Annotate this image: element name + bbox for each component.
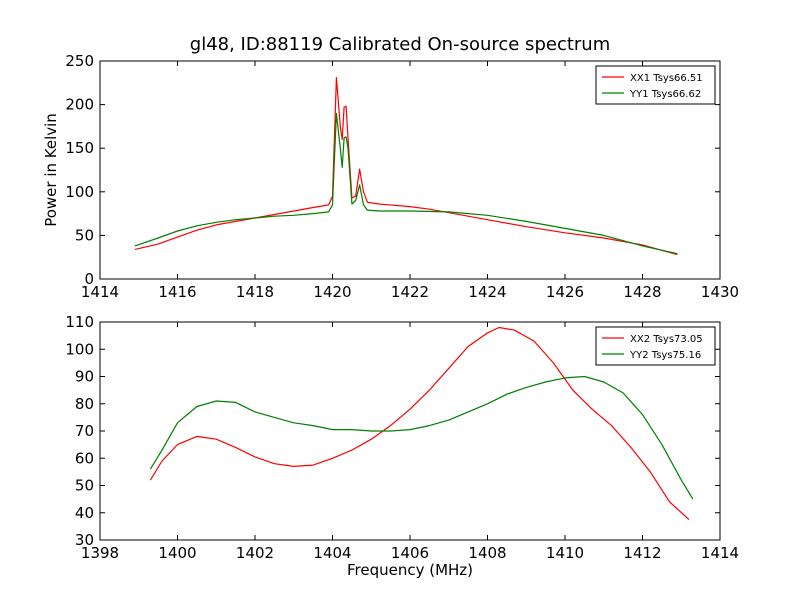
bottom-legend-label-1: XX2 Tsys73.05 (630, 334, 703, 345)
bottom-y-tick-label: 50 (75, 477, 94, 495)
chart-title: gl48, ID:88119 Calibrated On-source spec… (189, 34, 611, 55)
top-plot: 1414 1416 1418 1420 1422 1424 1426 1428 1430 0 50 1… (65, 52, 739, 301)
bottom-x-tick-label: 1410 (546, 544, 584, 562)
top-x-tick-label: 1424 (468, 283, 506, 301)
top-x-tick-label: 1414 (81, 283, 119, 301)
bottom-series-1-line (149, 326, 690, 521)
top-y-tick-label: 200 (65, 96, 94, 114)
bottom-x-axis-label: Frequency (MHz) (346, 561, 474, 579)
top-y-tick-label: 150 (65, 139, 94, 157)
top-y-tick-label: 0 (84, 270, 94, 288)
top-legend-box (595, 65, 716, 105)
top-y-tick-label: 250 (65, 52, 94, 70)
bottom-plot: 1398 1400 1402 1404 1406 1408 1410 1412 1414 30 40… (65, 313, 739, 562)
top-x-tick-label: 1428 (623, 283, 661, 301)
top-y-tick-label: 50 (75, 226, 94, 244)
top-x-tick-label: 1430 (701, 283, 739, 301)
bottom-y-tick-label: 100 (65, 340, 94, 358)
top-series-2-line (134, 112, 678, 255)
top-y-tick-label: 100 (65, 183, 94, 201)
bottom-legend-box (595, 326, 716, 366)
top-x-tick-label: 1418 (236, 283, 274, 301)
top-x-tick-label: 1426 (546, 283, 584, 301)
bottom-x-tick-label: 1402 (236, 544, 274, 562)
top-x-tick-label: 1422 (391, 283, 429, 301)
bottom-x-tick-label: 1404 (313, 544, 351, 562)
top-y-axis-label: Power in Kelvin (42, 113, 60, 227)
bottom-y-tick-label: 70 (75, 422, 94, 440)
bottom-x-tick-label: 1398 (81, 544, 119, 562)
bottom-series-2-line (149, 375, 694, 500)
bottom-y-tick-label: 40 (75, 504, 94, 522)
bottom-legend: XX2 Tsys73.05 YY2 Tsys75.16 (595, 326, 716, 366)
bottom-x-tick-label: 1406 (391, 544, 429, 562)
top-x-tick-label: 1416 (158, 283, 196, 301)
bottom-x-tick-label: 1400 (158, 544, 196, 562)
top-series-1-line (134, 77, 678, 256)
bottom-y-tick-label: 60 (75, 449, 94, 467)
bottom-y-tick-label: 80 (75, 395, 94, 413)
bottom-x-tick-label: 1412 (623, 544, 661, 562)
bottom-x-tick-label: 1408 (468, 544, 506, 562)
bottom-x-tick-label: 1414 (701, 544, 739, 562)
bottom-y-tick-label: 90 (75, 368, 94, 386)
bottom-legend-label-2: YY2 Tsys75.16 (629, 350, 701, 361)
top-legend-label-2: YY1 Tsys66.62 (629, 89, 701, 100)
top-x-tick-label: 1420 (313, 283, 351, 301)
top-legend-label-1: XX1 Tsys66.51 (630, 73, 703, 84)
bottom-y-tick-label: 110 (65, 313, 94, 331)
bottom-y-tick-label: 30 (75, 531, 94, 549)
top-legend: XX1 Tsys66.51 YY1 Tsys66.62 (595, 65, 716, 105)
